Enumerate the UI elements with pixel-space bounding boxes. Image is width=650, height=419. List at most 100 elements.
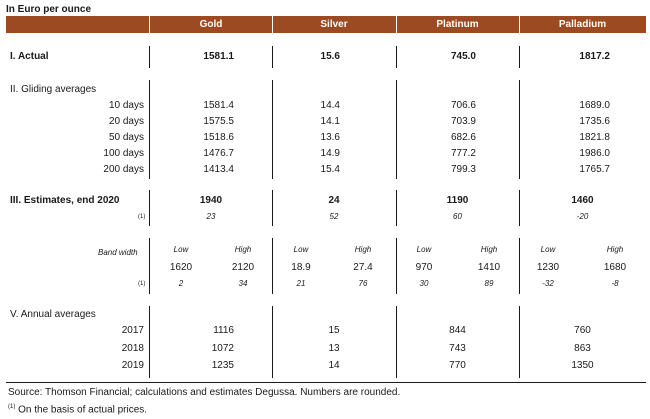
band-low-gold: 1620 [169, 262, 193, 273]
gliding-cell: 14.1 [320, 116, 340, 127]
gliding-cell: 1518.6 [203, 132, 234, 143]
gliding-cell: 1821.8 [579, 132, 610, 143]
gliding-cell: 1476.7 [203, 148, 234, 159]
actual-silver: 15.6 [320, 51, 340, 62]
band-low-palladium: 1230 [536, 262, 560, 273]
footnote: (1) On the basis of actual prices. [8, 404, 147, 415]
estimate-pct-platinum: 60 [453, 212, 462, 221]
estimate-gold: 1940 [199, 195, 223, 206]
column-divider [149, 238, 150, 294]
band-high-pct-silver: 76 [358, 279, 368, 288]
actual-platinum: 745.0 [450, 51, 476, 62]
column-header-palladium: Palladium [558, 19, 607, 30]
gliding-cell: 703.9 [450, 116, 476, 127]
footnote-marker: (1) [138, 281, 146, 287]
column-header-platinum: Platinum [436, 19, 479, 30]
annual-year: 2017 [121, 325, 144, 336]
band-high-platinum: 1410 [477, 262, 501, 273]
annual-cell: 743 [449, 343, 466, 354]
band-low-platinum: 970 [415, 262, 433, 273]
estimate-pct-silver: 52 [329, 212, 339, 221]
band-low-header: Low [416, 245, 432, 254]
gliding-cell: 777.2 [450, 148, 476, 159]
gliding-cell: 14.9 [320, 148, 340, 159]
column-divider [519, 46, 520, 68]
column-divider [149, 190, 150, 226]
estimate-platinum: 1190 [446, 195, 469, 206]
gliding-row-label: 10 days [108, 100, 144, 111]
gliding-cell: 15.4 [320, 164, 340, 175]
annual-cell: 13 [328, 343, 340, 354]
gliding-row-label: 20 days [108, 116, 144, 127]
annual-cell: 770 [449, 360, 466, 371]
band-low-header: Low [540, 245, 556, 254]
annual-cell: 844 [449, 325, 466, 336]
gliding-cell: 1689.0 [579, 100, 610, 111]
gliding-cell: 14.4 [320, 100, 340, 111]
bottom-rule [6, 382, 646, 383]
annual-cell: 1235 [211, 360, 234, 371]
column-divider [519, 306, 520, 378]
column-divider [149, 306, 150, 378]
column-divider [272, 306, 273, 378]
column-divider [272, 190, 273, 226]
column-divider [272, 80, 273, 179]
band-high-pct-platinum: 89 [484, 279, 494, 288]
column-divider [272, 46, 273, 68]
band-high-pct-palladium: -8 [611, 279, 619, 288]
gliding-cell: 682.6 [450, 132, 476, 143]
gliding-cell: 799.3 [450, 164, 476, 175]
estimates-label: III. Estimates, end 2020 [10, 195, 120, 206]
band-low-pct-palladium: -32 [542, 279, 554, 288]
column-divider [149, 80, 150, 179]
actual-label: I. Actual [10, 51, 49, 62]
gliding-cell: 13.6 [320, 132, 340, 143]
gliding-cell: 706.6 [450, 100, 476, 111]
header-divider [396, 16, 397, 33]
unit-label: In Euro per ounce [6, 4, 92, 15]
annual-label: V. Annual averages [10, 309, 96, 320]
band-high-header: High [480, 245, 498, 254]
estimate-pct-palladium: -20 [576, 212, 589, 221]
header-divider [519, 16, 520, 33]
column-header-gold: Gold [199, 19, 223, 30]
gliding-cell: 1581.4 [203, 100, 234, 111]
gliding-cell: 1575.5 [203, 116, 234, 127]
column-divider [149, 46, 150, 68]
column-divider [272, 238, 273, 294]
table-header-bar [6, 16, 646, 33]
gliding-label: II. Gliding averages [10, 84, 97, 95]
estimate-silver: 24 [328, 195, 340, 206]
annual-cell: 15 [328, 325, 340, 336]
band-high-header: High [606, 245, 624, 254]
band-high-header: High [354, 245, 372, 254]
annual-cell: 1350 [571, 360, 594, 371]
band-low-header: Low [173, 245, 189, 254]
header-divider [149, 16, 150, 33]
band-width-label: Band width [98, 248, 138, 257]
band-high-silver: 27.4 [353, 262, 373, 273]
header-divider [272, 16, 273, 33]
band-low-silver: 18.9 [291, 262, 311, 273]
gliding-cell: 1735.6 [579, 116, 610, 127]
band-high-header: High [234, 245, 252, 254]
band-low-header: Low [293, 245, 309, 254]
gliding-row-label: 200 days [103, 164, 144, 175]
estimate-palladium: 1460 [571, 195, 594, 206]
column-divider [519, 190, 520, 226]
column-divider [396, 190, 397, 226]
column-header-silver: Silver [320, 19, 348, 30]
footnote-marker: (1) [138, 214, 146, 220]
annual-cell: 760 [574, 325, 591, 336]
band-high-gold: 2120 [231, 262, 255, 273]
estimate-pct-gold: 23 [206, 212, 216, 221]
annual-cell: 863 [574, 343, 591, 354]
band-low-pct-silver: 21 [296, 279, 306, 288]
actual-gold: 1581.1 [203, 51, 234, 62]
band-low-pct-platinum: 30 [419, 279, 429, 288]
column-divider [396, 306, 397, 378]
gliding-row-label: 50 days [108, 132, 144, 143]
source-note: Source: Thomson Financial; calculations … [8, 387, 401, 398]
column-divider [519, 80, 520, 179]
gliding-cell: 1986.0 [579, 148, 610, 159]
